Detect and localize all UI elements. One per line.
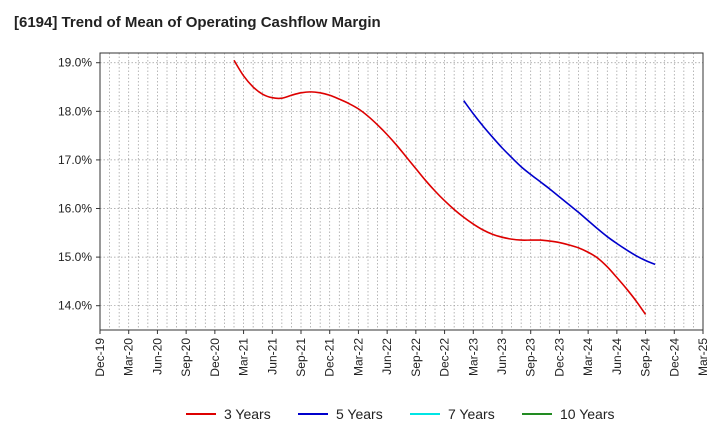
y-tick-label: 14.0%: [58, 299, 92, 313]
y-tick-label: 15.0%: [58, 250, 92, 264]
x-tick-label: Jun-23: [495, 338, 509, 375]
chart-title: [6194] Trend of Mean of Operating Cashfl…: [14, 14, 381, 31]
legend-label: 7 Years: [448, 406, 495, 422]
x-tick-label: Jun-22: [380, 338, 394, 375]
legend-label: 5 Years: [336, 406, 383, 422]
y-tick-label: 19.0%: [58, 56, 92, 70]
x-tick-label: Sep-22: [409, 338, 423, 377]
legend-label: 3 Years: [224, 406, 271, 422]
legend: 3 Years 5 Years 7 Years 10 Years: [186, 406, 615, 422]
x-axis: Dec-19 Mar-20 Jun-20 Sep-20 Dec-20 Mar-21 Jun-…: [93, 330, 710, 377]
y-tick-label: 17.0%: [58, 153, 92, 167]
x-tick-label: Dec-23: [552, 338, 566, 377]
x-tick-label: Mar-20: [122, 338, 136, 376]
series-line-2: [463, 100, 656, 266]
x-tick-label: Jun-20: [150, 338, 164, 375]
x-tick-label: Mar-23: [466, 338, 480, 376]
legend-label: 10 Years: [560, 406, 615, 422]
series-line-1: [233, 59, 647, 315]
series-lines: [233, 59, 656, 315]
y-tick-label: 16.0%: [58, 202, 92, 216]
plot-area-frame: [99, 52, 704, 331]
x-tick-label: Jun-24: [610, 338, 624, 375]
y-tick-label: 18.0%: [58, 104, 92, 118]
y-axis: 14.0% 15.0% 16.0% 17.0% 18.0% 19.0%: [58, 56, 100, 313]
x-tick-label: Sep-23: [524, 338, 538, 377]
x-tick-label: Dec-22: [438, 338, 452, 377]
x-tick-label: Mar-22: [351, 338, 365, 376]
x-tick-label: Mar-21: [237, 338, 251, 376]
x-tick-label: Sep-20: [179, 338, 193, 377]
x-tick-label: Dec-24: [667, 338, 681, 377]
x-tick-label: Dec-19: [93, 338, 107, 377]
x-tick-label: Mar-25: [696, 338, 710, 376]
grid: [100, 53, 703, 330]
x-tick-label: Dec-21: [323, 338, 337, 377]
x-tick-label: Sep-24: [639, 338, 653, 377]
x-tick-label: Dec-20: [208, 338, 222, 377]
x-tick-label: Jun-21: [265, 338, 279, 375]
x-tick-label: Mar-24: [581, 338, 595, 376]
x-tick-label: Sep-21: [294, 338, 308, 377]
